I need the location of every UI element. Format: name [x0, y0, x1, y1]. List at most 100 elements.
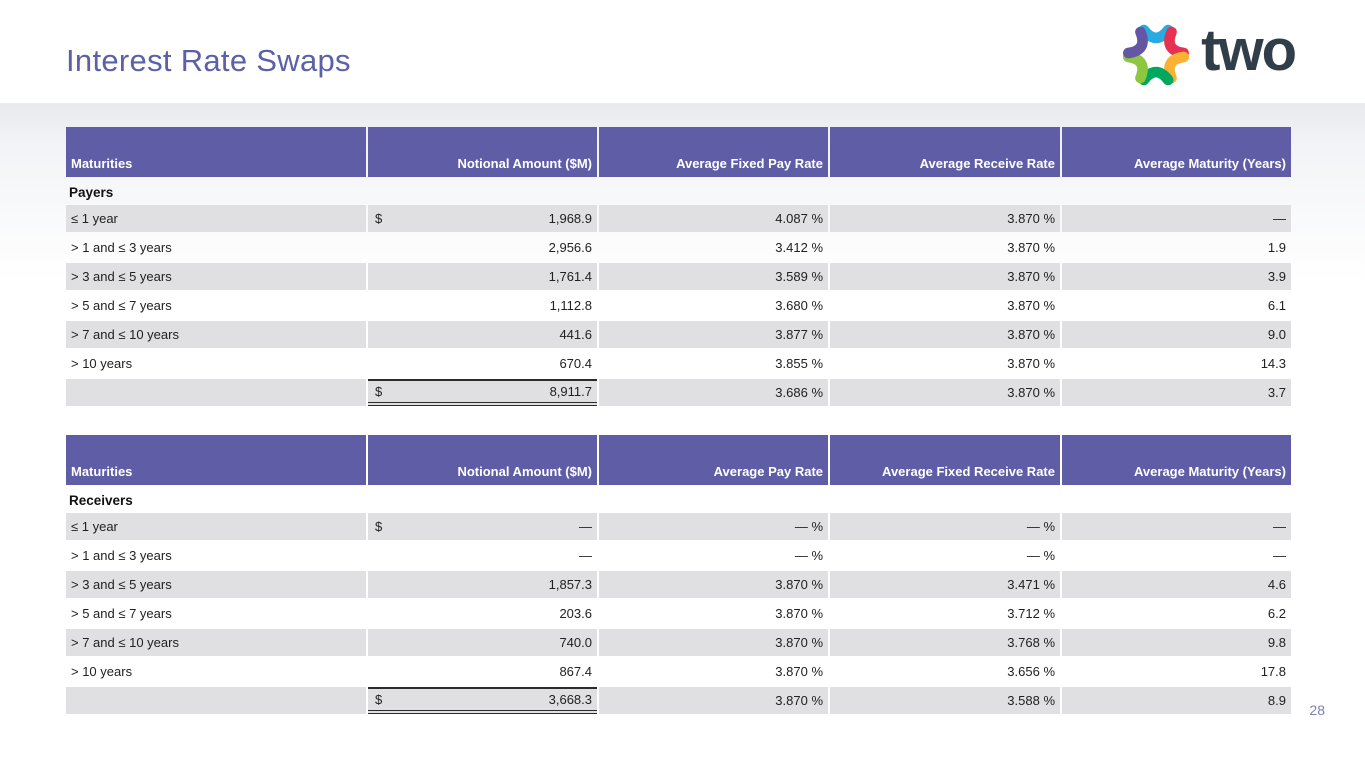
- column-header-notional: Notional Amount ($M): [368, 435, 597, 485]
- receive-rate-cell: 3.768 %: [830, 629, 1060, 656]
- notional-amount-cell: $ 8,911.7: [368, 379, 597, 406]
- pay-rate-cell: 3.855 %: [775, 356, 823, 371]
- table-row: $ 8,911.7 3.686 % 3.870 % 3.7: [66, 379, 1291, 406]
- receive-rate-cell: 3.870 %: [1007, 356, 1055, 371]
- avg-maturity-cell: 6.2: [1267, 606, 1286, 621]
- column-header-maturities: Maturities: [66, 127, 366, 177]
- avg-maturity-cell: 8.9: [1062, 687, 1291, 714]
- maturity-label-cell: > 10 years: [71, 664, 133, 679]
- table-row: > 10 years 867.4 3.870 % 3.656 % 17.8: [66, 658, 1291, 685]
- avg-maturity-cell: —: [1273, 548, 1286, 563]
- maturity-label-cell: > 5 and ≤ 7 years: [71, 298, 172, 313]
- avg-maturity-cell: 3.9: [1062, 263, 1291, 290]
- table-row: > 3 and ≤ 5 years 1,761.4 3.589 % 3.870 …: [66, 263, 1291, 290]
- avg-maturity-cell: 3.7: [1062, 379, 1291, 406]
- avg-maturity-cell: 1.9: [1267, 240, 1286, 255]
- pay-rate-cell: — %: [794, 548, 823, 563]
- notional-value: 203.6: [559, 606, 592, 621]
- maturity-label-cell: > 5 and ≤ 7 years: [71, 606, 172, 621]
- notional-amount-cell: 2,956.6: [368, 234, 597, 261]
- notional-amount-cell: 867.4: [368, 658, 597, 685]
- maturity-label-cell: > 10 years: [71, 356, 133, 371]
- table-row: > 7 and ≤ 10 years 740.0 3.870 % 3.768 %…: [66, 629, 1291, 656]
- payers-table-header: Maturities Notional Amount ($M) Average …: [66, 127, 1291, 177]
- notional-value: 740.0: [559, 635, 592, 650]
- notional-amount-cell: 203.6: [368, 600, 597, 627]
- section-label-receivers: Receivers: [69, 492, 133, 508]
- notional-value: 1,112.8: [549, 298, 592, 313]
- slide-body: Maturities Notional Amount ($M) Average …: [0, 103, 1365, 768]
- column-header-fixed-pay-rate: Average Fixed Pay Rate: [599, 127, 828, 177]
- table-row: > 3 and ≤ 5 years 1,857.3 3.870 % 3.471 …: [66, 571, 1291, 598]
- notional-amount-cell: 740.0: [368, 629, 597, 656]
- table-row: > 10 years 670.4 3.855 % 3.870 % 14.3: [66, 350, 1291, 377]
- avg-maturity-cell: 17.8: [1260, 664, 1286, 679]
- page-number: 28: [1309, 702, 1325, 718]
- page-title: Interest Rate Swaps: [66, 43, 351, 78]
- maturity-label-cell: > 7 and ≤ 10 years: [66, 321, 366, 348]
- receive-rate-cell: 3.870 %: [830, 263, 1060, 290]
- currency-symbol: $: [375, 519, 383, 534]
- maturity-label-cell: [66, 379, 366, 406]
- maturity-label-cell: > 1 and ≤ 3 years: [71, 548, 172, 563]
- receive-rate-cell: — %: [1026, 548, 1055, 563]
- currency-symbol: $: [375, 211, 383, 226]
- notional-amount-cell: —: [368, 542, 597, 569]
- notional-amount-cell: 670.4: [368, 350, 597, 377]
- pay-rate-cell: 3.870 %: [599, 629, 828, 656]
- table-row: > 1 and ≤ 3 years 2,956.6 3.412 % 3.870 …: [66, 234, 1291, 261]
- payers-table-rows: ≤ 1 year $ 1,968.9 4.087 % 3.870 % — > 1…: [66, 205, 1291, 406]
- receivers-table: Maturities Notional Amount ($M) Average …: [66, 435, 1291, 714]
- receive-rate-cell: 3.870 %: [830, 379, 1060, 406]
- receive-rate-cell: 3.588 %: [830, 687, 1060, 714]
- pay-rate-cell: 3.870 %: [775, 606, 823, 621]
- notional-value: 2,956.6: [548, 240, 592, 255]
- receive-rate-cell: 3.712 %: [1007, 606, 1055, 621]
- table-row: > 7 and ≤ 10 years 441.6 3.877 % 3.870 %…: [66, 321, 1291, 348]
- notional-amount-cell: 1,761.4: [368, 263, 597, 290]
- table-row: $ 3,668.3 3.870 % 3.588 % 8.9: [66, 687, 1291, 714]
- pay-rate-cell: — %: [599, 513, 828, 540]
- maturity-label-cell: ≤ 1 year: [66, 205, 366, 232]
- table-row: > 5 and ≤ 7 years 1,112.8 3.680 % 3.870 …: [66, 292, 1291, 319]
- notional-value: 441.6: [559, 327, 592, 342]
- maturity-label-cell: ≤ 1 year: [66, 513, 366, 540]
- table-row: > 5 and ≤ 7 years 203.6 3.870 % 3.712 % …: [66, 600, 1291, 627]
- currency-symbol: $: [375, 384, 383, 399]
- avg-maturity-cell: 14.3: [1260, 356, 1286, 371]
- notional-value: —: [579, 548, 592, 563]
- notional-value: 670.4: [559, 356, 592, 371]
- column-header-notional: Notional Amount ($M): [368, 127, 597, 177]
- notional-value: 1,968.9: [548, 211, 592, 226]
- maturity-label-cell: > 7 and ≤ 10 years: [66, 629, 366, 656]
- avg-maturity-cell: —: [1062, 205, 1291, 232]
- avg-maturity-cell: 4.6: [1062, 571, 1291, 598]
- column-header-receive-rate: Average Receive Rate: [830, 127, 1060, 177]
- column-header-maturities: Maturities: [66, 435, 366, 485]
- notional-value: 3,668.3: [548, 692, 592, 707]
- pay-rate-cell: 3.870 %: [775, 664, 823, 679]
- slide-header: Interest Rate Swaps two: [0, 0, 1365, 103]
- maturity-label-cell: > 3 and ≤ 5 years: [66, 263, 366, 290]
- pay-rate-cell: 3.877 %: [599, 321, 828, 348]
- notional-value: 867.4: [559, 664, 592, 679]
- receive-rate-cell: 3.870 %: [830, 321, 1060, 348]
- payers-table: Maturities Notional Amount ($M) Average …: [66, 127, 1291, 406]
- receive-rate-cell: 3.471 %: [830, 571, 1060, 598]
- notional-amount-cell: 441.6: [368, 321, 597, 348]
- receivers-table-rows: ≤ 1 year $ — — % — % — > 1 and ≤ 3 years…: [66, 513, 1291, 714]
- notional-amount-cell: 1,112.8: [368, 292, 597, 319]
- pay-rate-cell: 3.870 %: [599, 571, 828, 598]
- table-row: ≤ 1 year $ 1,968.9 4.087 % 3.870 % —: [66, 205, 1291, 232]
- currency-symbol: $: [375, 692, 383, 707]
- pay-rate-cell: 3.589 %: [599, 263, 828, 290]
- company-logo: two: [1119, 18, 1297, 92]
- receive-rate-cell: 3.870 %: [1007, 240, 1055, 255]
- pay-rate-cell: 3.686 %: [599, 379, 828, 406]
- table-row: > 1 and ≤ 3 years — — % — % —: [66, 542, 1291, 569]
- avg-maturity-cell: 6.1: [1267, 298, 1286, 313]
- avg-maturity-cell: 9.0: [1062, 321, 1291, 348]
- pay-rate-cell: 3.680 %: [775, 298, 823, 313]
- avg-maturity-cell: —: [1062, 513, 1291, 540]
